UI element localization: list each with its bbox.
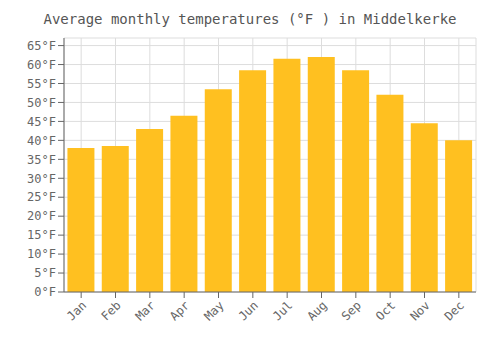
svg-text:20°F: 20°F — [27, 209, 56, 223]
html-text:Average monthly temperatures (: Average monthly temperatures (°F ) in Mi… — [43, 11, 457, 27]
svg-text:Dec: Dec — [442, 298, 467, 323]
svg-text:Mar: Mar — [133, 298, 158, 323]
svg-text:Sep: Sep — [339, 298, 364, 323]
svg-text:60°F: 60°F — [27, 58, 56, 72]
svg-text:Jan: Jan — [64, 298, 89, 323]
svg-text:Jul: Jul — [270, 298, 295, 323]
svg-text:50°F: 50°F — [27, 96, 56, 110]
svg-text:10°F: 10°F — [27, 247, 56, 261]
svg-text:Jun: Jun — [236, 298, 261, 323]
svg-text:Nov: Nov — [407, 298, 432, 323]
svg-text:25°F: 25°F — [27, 190, 56, 204]
svg-text:30°F: 30°F — [27, 172, 56, 186]
svg-text:40°F: 40°F — [27, 134, 56, 148]
svg-text:Aug: Aug — [304, 298, 329, 323]
svg-text:15°F: 15°F — [27, 228, 56, 242]
svg-text:Oct: Oct — [373, 298, 398, 323]
svg-text:35°F: 35°F — [27, 153, 56, 167]
svg-text:May: May — [201, 298, 226, 323]
svg-text:5°F: 5°F — [34, 266, 56, 280]
svg-text:45°F: 45°F — [27, 115, 56, 129]
svg-text:55°F: 55°F — [27, 77, 56, 91]
svg-text:65°F: 65°F — [27, 39, 56, 53]
svg-text:0°F: 0°F — [34, 285, 56, 299]
svg-text:Apr: Apr — [167, 298, 192, 323]
svg-text:Feb: Feb — [98, 298, 123, 323]
